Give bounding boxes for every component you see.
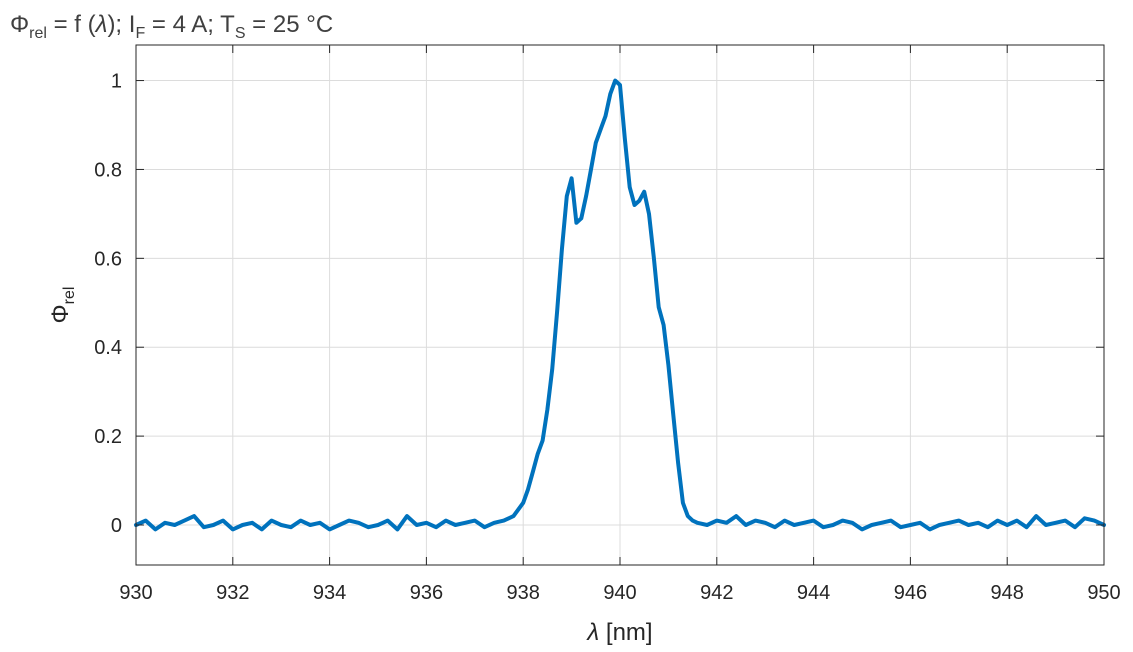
title-current-subscript: F <box>135 25 145 42</box>
x-tick-label: 936 <box>410 582 443 604</box>
x-tick-label: 948 <box>991 582 1024 604</box>
y-axis-label: Φrel <box>47 287 78 324</box>
line-layer <box>134 78 1106 532</box>
y-tick-label: 0 <box>111 515 122 537</box>
tick-layer: 930 932 934 936 938 940 942 944 946 948 950 0 0.2 0.4… <box>94 45 1121 604</box>
x-axis-lambda: λ <box>585 619 599 646</box>
x-tick-label: 946 <box>894 582 927 604</box>
series-line <box>134 78 1106 532</box>
y-tick-label: 1 <box>111 71 122 93</box>
x-tick-label: 942 <box>700 582 733 604</box>
title-current-prefix: ); I <box>107 11 135 38</box>
title-phi-subscript: rel <box>29 25 47 42</box>
y-axis-phi: Φ <box>47 304 74 323</box>
title-phi-symbol: Φ <box>10 11 29 38</box>
x-tick-label: 938 <box>507 582 540 604</box>
y-tick-label: 0.8 <box>94 159 122 181</box>
chart-title: Φrel = f (λ); IF = 4 A; TS = 25 °C <box>10 11 333 42</box>
y-tick-label: 0.4 <box>94 337 122 359</box>
x-tick-label: 950 <box>1087 582 1120 604</box>
x-tick-label: 944 <box>797 582 830 604</box>
x-tick-label: 934 <box>313 582 346 604</box>
title-current-value: = 4 A; T <box>145 11 235 38</box>
x-tick-label: 940 <box>603 582 636 604</box>
y-tick-label: 0.2 <box>94 426 122 448</box>
title-temp-value: = 25 °C <box>246 11 334 38</box>
y-axis-subscript: rel <box>61 287 78 305</box>
x-axis-label: λ [nm] <box>585 619 652 646</box>
x-tick-label: 932 <box>216 582 249 604</box>
title-lambda: λ <box>94 11 108 38</box>
y-tick-label: 0.6 <box>94 248 122 270</box>
x-tick-label: 930 <box>119 582 152 604</box>
title-temp-subscript: S <box>235 25 246 42</box>
title-equals-f: = f ( <box>47 11 96 38</box>
x-axis-unit: [nm] <box>599 619 652 646</box>
